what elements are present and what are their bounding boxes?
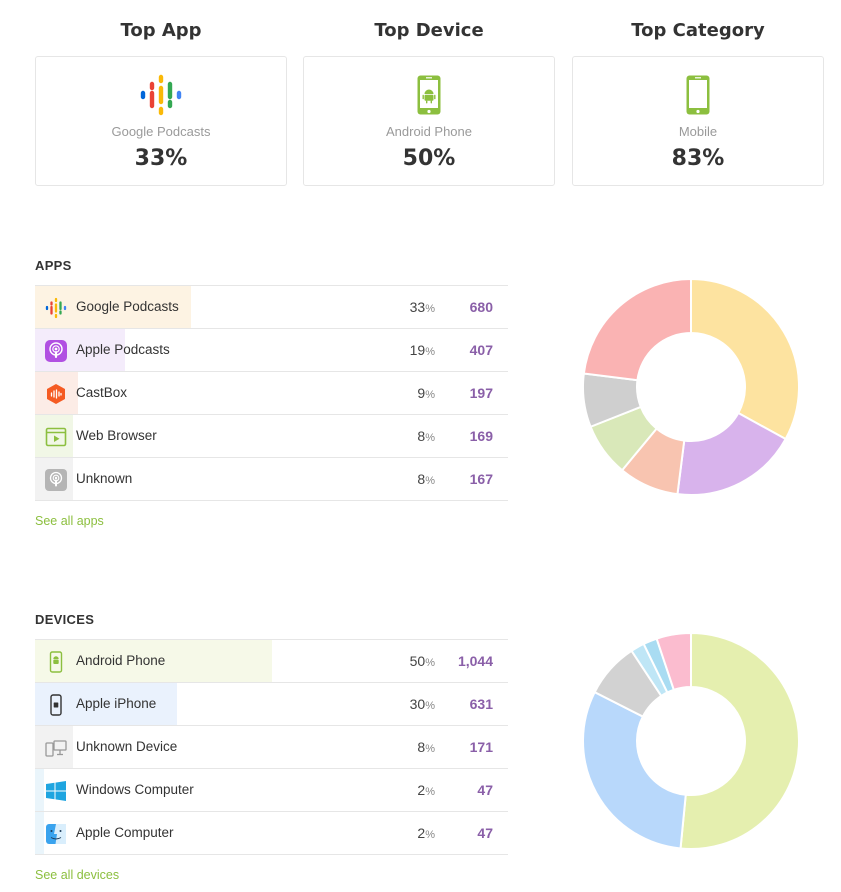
row-name: Unknown Device: [76, 739, 178, 754]
row-name: Apple iPhone: [76, 696, 157, 711]
devices-table: Android Phone 50% 1,044 Apple iPhone 30%…: [35, 639, 508, 855]
top-category-card[interactable]: Mobile 83%: [572, 56, 824, 186]
donut-slice-apple-iphone: [582, 690, 687, 850]
apple-podcasts-icon: [45, 340, 67, 362]
unknown-app-icon: [45, 469, 67, 491]
table-row[interactable]: Apple Podcasts 19% 407: [35, 329, 508, 372]
top-category-percent: 83%: [671, 146, 725, 171]
row-name: Windows Computer: [76, 782, 194, 797]
top-app-card[interactable]: Google Podcasts 33%: [35, 56, 287, 186]
row-name: Apple Computer: [76, 825, 174, 840]
table-row[interactable]: Web Browser 8% 169: [35, 415, 508, 458]
row-count: 47: [477, 825, 493, 841]
row-percent: 8%: [417, 739, 435, 755]
table-row[interactable]: CastBox 9% 197: [35, 372, 508, 415]
see-all-devices-link[interactable]: See all devices: [35, 868, 120, 882]
row-count: 631: [469, 696, 493, 712]
devices-donut-chart: [582, 631, 800, 850]
table-row[interactable]: Unknown Device 8% 171: [35, 726, 508, 769]
row-name: Unknown: [76, 471, 133, 486]
row-percent: 8%: [417, 428, 435, 444]
iphone-icon: [45, 694, 67, 716]
top-app-label: Google Podcasts: [111, 124, 211, 139]
row-count: 167: [469, 471, 493, 487]
top-category-title: Top Category: [631, 20, 765, 41]
table-row[interactable]: Unknown 8% 167: [35, 458, 508, 501]
donut-slice-android-phone: [679, 631, 800, 850]
apps-donut-chart: [582, 277, 800, 496]
row-name: Web Browser: [76, 428, 157, 443]
row-count: 47: [477, 782, 493, 798]
share-bar: [35, 812, 45, 854]
android-phone-icon: [45, 651, 67, 673]
share-bar: [35, 640, 272, 682]
row-name: CastBox: [76, 385, 128, 400]
share-bar: [35, 415, 73, 457]
table-row[interactable]: Windows Computer 2% 47: [35, 769, 508, 812]
row-percent: 2%: [417, 782, 435, 798]
row-name: Google Podcasts: [76, 299, 179, 314]
castbox-icon: [45, 383, 67, 405]
android-phone-icon: [304, 73, 554, 117]
row-percent: 2%: [417, 825, 435, 841]
devices-section-title: DEVICES: [35, 612, 95, 627]
top-device-title: Top Device: [374, 20, 484, 41]
row-count: 197: [469, 385, 493, 401]
donut-slice-other: [655, 631, 692, 692]
google-podcasts-icon: [36, 73, 286, 117]
row-count: 171: [469, 739, 493, 755]
row-percent: 50%: [409, 653, 435, 669]
top-app-title: Top App: [120, 20, 202, 41]
top-app-percent: 33%: [134, 146, 188, 171]
row-count: 169: [469, 428, 493, 444]
see-all-apps-link[interactable]: See all apps: [35, 514, 104, 528]
top-category-label: Mobile: [678, 124, 718, 139]
apps-section-title: APPS: [35, 258, 72, 273]
mac-finder-icon: [45, 823, 67, 845]
row-percent: 33%: [409, 299, 435, 315]
share-bar: [35, 683, 177, 725]
web-browser-icon: [45, 426, 67, 448]
row-count: 680: [469, 299, 493, 315]
top-summary: Top App Google Pod: [35, 0, 824, 190]
row-name: Android Phone: [76, 653, 166, 668]
windows-icon: [45, 780, 67, 802]
google-podcasts-icon: [45, 297, 67, 319]
row-percent: 30%: [409, 696, 435, 712]
mobile-phone-icon: [573, 73, 823, 117]
row-name: Apple Podcasts: [76, 342, 170, 357]
row-percent: 9%: [417, 385, 435, 401]
row-count: 407: [469, 342, 493, 358]
top-device-percent: 50%: [402, 146, 456, 171]
donut-slice-other: [582, 277, 692, 382]
table-row[interactable]: Apple iPhone 30% 631: [35, 683, 508, 726]
row-percent: 19%: [409, 342, 435, 358]
top-device-card[interactable]: Android Phone 50%: [303, 56, 555, 186]
table-row[interactable]: Android Phone 50% 1,044: [35, 640, 508, 683]
apps-table: Google Podcasts 33% 680 Apple Podcasts 1…: [35, 285, 508, 501]
share-bar: [35, 769, 45, 811]
unknown-device-icon: [45, 737, 67, 759]
row-percent: 8%: [417, 471, 435, 487]
table-row[interactable]: Apple Computer 2% 47: [35, 812, 508, 855]
top-device-label: Android Phone: [385, 124, 472, 139]
row-count: 1,044: [457, 653, 493, 669]
table-row[interactable]: Google Podcasts 33% 680: [35, 286, 508, 329]
donut-slice-google-podcasts: [690, 277, 800, 441]
